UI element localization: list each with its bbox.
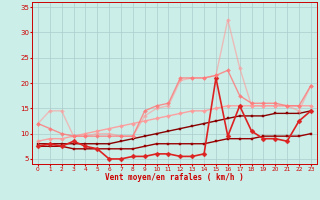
X-axis label: Vent moyen/en rafales ( km/h ): Vent moyen/en rafales ( km/h ) [105, 173, 244, 182]
